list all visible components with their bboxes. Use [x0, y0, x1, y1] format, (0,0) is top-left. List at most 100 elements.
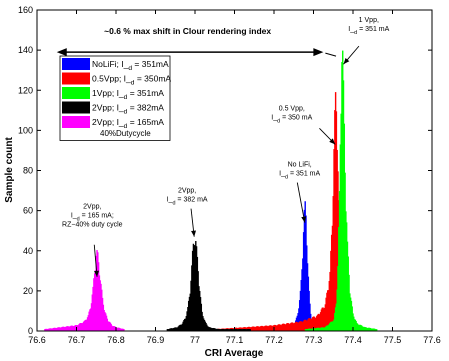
- histogram-bar: [338, 227, 340, 331]
- histogram-bar: [86, 319, 88, 331]
- histogram-bar: [309, 303, 311, 331]
- histogram-bar: [248, 326, 251, 331]
- histogram-bar: [270, 325, 273, 331]
- histogram-bar: [176, 327, 179, 331]
- histogram-bar: [255, 326, 257, 331]
- histogram-bar: [219, 329, 221, 331]
- histogram-bar: [313, 316, 315, 331]
- histogram-bar: [194, 245, 196, 331]
- histogram-bar: [180, 324, 183, 331]
- histogram-bar: [282, 323, 285, 331]
- annotation-1vpp: I_d = 351 mA: [348, 26, 389, 36]
- y-axis-ticks: 0 20 40 60 80 100 120 140 160: [18, 5, 432, 336]
- histogram-bar: [328, 280, 330, 331]
- histogram-bar: [209, 327, 211, 331]
- histogram-bar: [105, 315, 108, 331]
- shift-arrow-tail: [325, 52, 337, 57]
- annotation-nolifi-arrow-head: [301, 216, 307, 223]
- histogram-bar: [303, 209, 306, 331]
- histogram-bar: [309, 318, 312, 331]
- histogram-bar: [263, 326, 266, 331]
- histogram-bar: [196, 256, 199, 331]
- histogram-bar: [82, 322, 84, 331]
- histogram-bar: [97, 262, 100, 331]
- histogram-bar: [335, 111, 338, 331]
- histogram-bar: [214, 328, 216, 331]
- histogram-bar: [105, 313, 107, 331]
- histogram-bar: [187, 307, 189, 331]
- histogram-bar: [228, 329, 230, 331]
- x-tick-label: 76.7: [68, 335, 86, 345]
- histogram-bar: [236, 329, 239, 331]
- histogram-bar: [81, 323, 83, 331]
- histogram-bar: [331, 321, 334, 331]
- histogram-bar: [184, 318, 187, 331]
- histogram-bar: [342, 80, 345, 331]
- histogram-bar: [304, 329, 307, 331]
- histogram-bar: [195, 241, 197, 331]
- histogram-bar: [251, 326, 254, 331]
- histogram-bar: [292, 322, 294, 331]
- y-axis-label: Sample count: [4, 137, 15, 203]
- histogram-bar: [197, 271, 199, 331]
- histogram-bar: [202, 318, 205, 331]
- x-tick-label: 76.9: [147, 335, 165, 345]
- histogram-bar: [216, 328, 218, 331]
- histogram-bar: [305, 215, 307, 331]
- histogram-bar: [284, 324, 286, 331]
- histogram-bar: [325, 326, 327, 331]
- y-tick-label: 0: [28, 326, 33, 336]
- histogram-bar: [229, 329, 231, 331]
- histogram-bar: [248, 326, 250, 331]
- histogram-bar: [184, 318, 186, 331]
- histogram-bar: [254, 327, 256, 331]
- histogram-bar: [57, 327, 60, 331]
- annotation-2vpp-165-arrow-head: [94, 270, 100, 277]
- histogram-bar: [166, 329, 169, 331]
- histogram-bar: [367, 327, 369, 331]
- y-tick-label: 60: [23, 206, 33, 216]
- x-axis-ticks: 76.6 76.7 76.8 76.9 77 77.1 77.2 77.3 77.4 77.5 77…: [28, 10, 441, 345]
- histogram-bar: [119, 328, 121, 331]
- histogram-bar: [190, 280, 192, 331]
- histogram-bar: [91, 294, 93, 331]
- histogram-bar: [302, 232, 305, 331]
- histogram-bar: [217, 328, 219, 331]
- histogram-bar: [58, 327, 60, 331]
- histogram-bar: [93, 278, 95, 331]
- histogram-bar: [296, 321, 298, 331]
- y-tick-label: 40: [23, 246, 33, 256]
- histogram-bar: [118, 327, 120, 331]
- histogram-bar: [340, 113, 342, 332]
- histogram-bar: [93, 273, 96, 331]
- histogram-bar: [235, 329, 237, 331]
- annotation-2vpp-382: I_d = 382 mA: [167, 197, 208, 207]
- histogram-bar: [167, 329, 169, 331]
- histogram-bar: [315, 317, 317, 331]
- histogram-bar: [269, 325, 271, 331]
- histogram-bar: [315, 328, 318, 331]
- histogram-bar: [371, 328, 373, 331]
- series-4: [166, 241, 251, 331]
- histogram-bar: [202, 316, 204, 331]
- histogram-bar: [116, 327, 119, 331]
- histogram-bar: [312, 317, 314, 331]
- x-tick-label: 77.3: [305, 335, 323, 345]
- histogram-bar: [62, 326, 64, 331]
- histogram-bar: [308, 328, 310, 331]
- plot-data-layer: [44, 50, 378, 332]
- histogram-bar: [206, 324, 208, 331]
- histogram-bar: [186, 311, 188, 331]
- histogram-bar: [111, 325, 113, 331]
- histogram-bar: [231, 329, 233, 331]
- series-3: [304, 50, 378, 332]
- histogram-bar: [51, 328, 53, 331]
- histogram-bar: [94, 270, 97, 331]
- x-tick-label: 76.8: [107, 335, 125, 345]
- histogram-bar: [266, 326, 269, 331]
- histogram-bar: [323, 307, 326, 331]
- histogram-bar: [50, 328, 52, 331]
- histogram-bar: [250, 327, 252, 331]
- histogram-bar: [181, 323, 184, 331]
- histogram-bar: [225, 329, 228, 331]
